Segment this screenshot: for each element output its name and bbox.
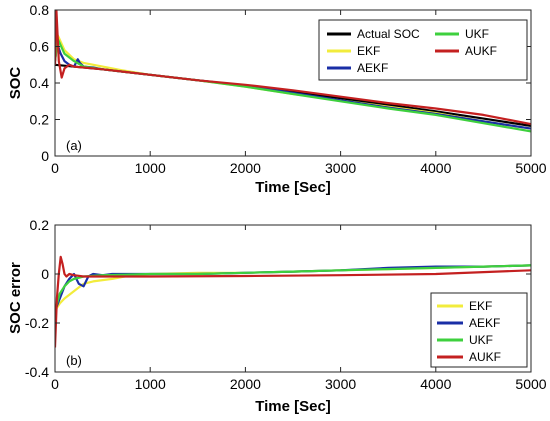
- panel-a-chart: 0 1000 2000 3000 4000 5000 0 0.2 0.4 0.6 0.8 Time […: [7, 2, 547, 196]
- panel-b-legend-label-aekf: AEKF: [469, 316, 500, 330]
- panel-b-series-group: [55, 255, 531, 348]
- panel-a-x-tick-label: 2000: [230, 160, 261, 176]
- panel-a-panel-label: (a): [66, 138, 82, 153]
- panel-b-x-tick-label: 1000: [135, 376, 166, 392]
- panel-b-x-tick-label: 3000: [325, 376, 356, 392]
- panel-b-legend: EKF AEKF UKF AUKF: [430, 292, 528, 368]
- panel-a-x-axis-label: Time [Sec]: [255, 179, 331, 196]
- panel-b-chart: 0 1000 2000 3000 4000 5000 -0.4 -0.2 0 0.2 Time [S…: [7, 217, 547, 415]
- panel-a-y-tick-label: 0.6: [30, 39, 50, 55]
- panel-a-x-tick-label: 0: [51, 160, 59, 176]
- panel-a-legend-box: [318, 19, 528, 81]
- panel-b-x-tick-label: 2000: [230, 376, 261, 392]
- panel-b-x-tick-label: 5000: [515, 376, 546, 392]
- panel-a-y-tick-label: 0.2: [30, 112, 50, 128]
- panel-b-y-tick-label: 0: [41, 266, 49, 282]
- panel-a-legend-label-ekf: EKF: [357, 44, 380, 58]
- panel-b-series-aukf-line: [55, 255, 531, 348]
- panel-a-x-tick-label: 3000: [325, 160, 356, 176]
- panel-a-x-tick-label: 5000: [515, 160, 546, 176]
- panel-a-legend-label-actual-soc: Actual SOC: [357, 27, 420, 41]
- panel-a-y-tick-label: 0.4: [30, 75, 50, 91]
- panel-b-axes-box: [54, 224, 532, 373]
- panel-b-y-tick-label: 0.2: [30, 217, 50, 233]
- panel-b-panel-label: (b): [66, 353, 82, 368]
- panel-b-legend-label-aukf: AUKF: [469, 350, 501, 364]
- panel-a-y-axis-label: SOC: [7, 67, 24, 100]
- panel-b-x-axis-label: Time [Sec]: [255, 398, 331, 415]
- panel-a-series-group: [55, 10, 531, 133]
- panel-b-series-ukf-line: [55, 264, 531, 312]
- panel-a-x-tick-label: 4000: [420, 160, 451, 176]
- panel-b-legend-label-ekf: EKF: [469, 299, 492, 313]
- panel-a-legend-label-aukf: AUKF: [465, 44, 497, 58]
- panel-b-y-axis-label: SOC error: [7, 262, 24, 334]
- panel-b-x-tick-label: 0: [51, 376, 59, 392]
- panel-a-legend-label-ukf: UKF: [465, 27, 489, 41]
- panel-a-x-tick-label: 1000: [135, 160, 166, 176]
- panel-b-y-tick-label: -0.2: [25, 315, 49, 331]
- panel-a-legend-label-aekf: AEKF: [357, 61, 388, 75]
- panel-a-series-aukf-line: [55, 10, 531, 126]
- panel-a-y-tick-label: 0: [41, 148, 49, 164]
- panel-b-x-tick-label: 4000: [420, 376, 451, 392]
- panel-b-legend-label-ukf: UKF: [469, 333, 493, 347]
- panel-a-y-tick-label: 0.8: [30, 2, 50, 18]
- panel-a-legend: Actual SOC EKF AEKF UKF AUKF: [318, 19, 528, 81]
- panel-b-y-tick-label: -0.4: [25, 364, 49, 380]
